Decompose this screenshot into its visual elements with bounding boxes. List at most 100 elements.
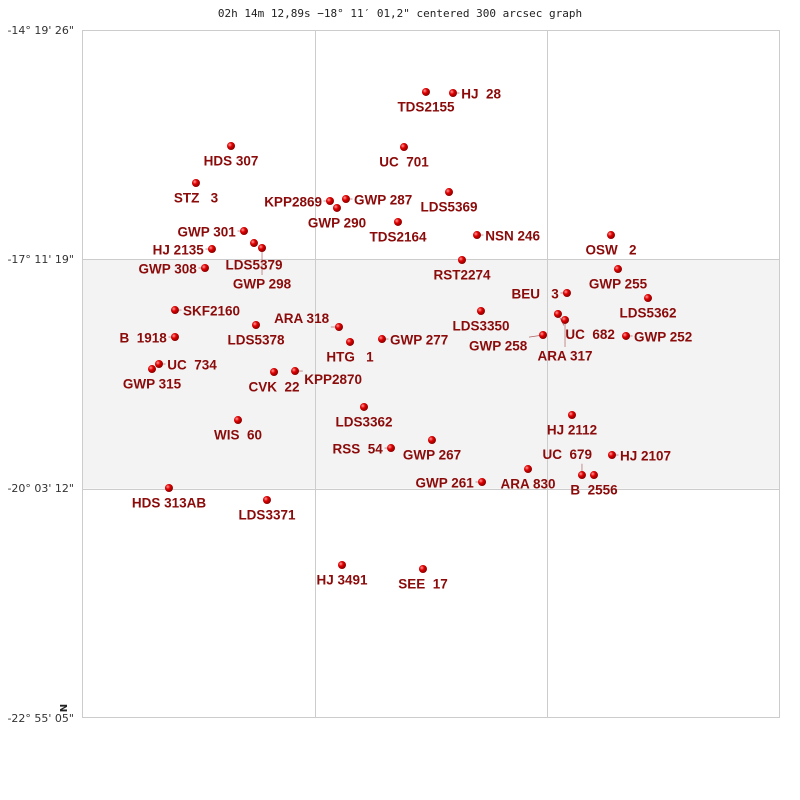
star-label: LDS5369 xyxy=(420,200,477,215)
star-label: GWP 252 xyxy=(634,329,692,344)
star-point xyxy=(427,436,436,445)
star-point xyxy=(622,331,631,340)
star-label: LDS5378 xyxy=(227,333,285,348)
star-label: HJ 3491 xyxy=(316,573,368,588)
star-point xyxy=(154,359,163,368)
star-point xyxy=(577,471,586,480)
star-point xyxy=(478,477,487,486)
star-label: GWP 301 xyxy=(177,225,236,240)
star-label: GWP 261 xyxy=(415,475,474,490)
star-point xyxy=(613,265,622,274)
star-point xyxy=(346,337,355,346)
star-point xyxy=(562,288,571,297)
star-label: LDS3362 xyxy=(335,414,392,429)
star-label: STZ 3 xyxy=(174,190,219,205)
star-label: ARA 318 xyxy=(274,311,330,326)
star-label: GWP 287 xyxy=(354,193,412,208)
star-point xyxy=(291,367,300,376)
star-label: WIS 60 xyxy=(214,428,262,443)
star-point xyxy=(270,367,279,376)
star-point xyxy=(393,217,402,226)
star-point xyxy=(378,335,387,344)
star-point xyxy=(399,143,408,152)
star-label: GWP 298 xyxy=(233,276,292,291)
star-label: HJ 2135 xyxy=(153,243,205,258)
star-label: KPP2869 xyxy=(264,195,322,210)
star-label: GWP 315 xyxy=(123,377,182,392)
star-point xyxy=(249,239,258,248)
star-label: HJ 2107 xyxy=(620,449,671,464)
star-point xyxy=(476,306,485,315)
star-label: ARA 830 xyxy=(501,477,556,492)
star-point xyxy=(387,444,396,453)
star-label: TDS2155 xyxy=(397,99,455,114)
star-label: LDS5362 xyxy=(619,306,676,321)
y-tick-label: -20° 03' 12" xyxy=(7,482,74,495)
shaded-band xyxy=(83,259,779,489)
star-label: GWP 267 xyxy=(403,448,461,463)
star-point xyxy=(240,227,249,236)
star-point xyxy=(607,231,616,240)
star-point xyxy=(359,402,368,411)
star-label: GWP 255 xyxy=(589,277,648,292)
star-label: RSS 54 xyxy=(332,442,383,457)
star-point xyxy=(170,306,179,315)
star-label: B 1918 xyxy=(119,331,167,346)
star-point xyxy=(341,195,350,204)
star-label: LDS5379 xyxy=(225,258,282,273)
star-label: HJ 2112 xyxy=(547,422,597,437)
star-point xyxy=(445,188,454,197)
star-point xyxy=(170,333,179,342)
star-point xyxy=(589,471,598,480)
star-point xyxy=(421,87,430,96)
y-tick-label: -17° 11' 19" xyxy=(7,253,74,266)
star-label: RST2274 xyxy=(433,268,491,283)
star-label: LDS3371 xyxy=(238,508,296,523)
star-point xyxy=(561,315,570,324)
star-point xyxy=(332,203,341,212)
star-point xyxy=(539,331,548,340)
star-label: GWP 258 xyxy=(469,339,528,354)
star-point xyxy=(200,264,209,273)
star-label: HDS 313AB xyxy=(132,495,207,510)
star-label: UC 682 xyxy=(565,327,615,342)
north-indicator: N xyxy=(57,704,68,712)
star-point xyxy=(258,243,267,252)
star-point xyxy=(418,565,427,574)
star-label: NSN 246 xyxy=(485,229,540,244)
star-label: TDS2164 xyxy=(369,229,427,244)
star-point xyxy=(227,142,236,151)
star-label: BEU 3 xyxy=(511,286,559,301)
star-label: OSW 2 xyxy=(586,243,637,258)
star-label: B 2556 xyxy=(570,483,618,498)
star-label: UC 734 xyxy=(167,357,217,372)
star-label: HJ 28 xyxy=(461,87,501,102)
star-label: HTG 1 xyxy=(326,349,374,364)
star-point xyxy=(335,323,344,332)
star-point xyxy=(207,245,216,254)
star-point xyxy=(567,410,576,419)
star-label: SEE 17 xyxy=(398,577,448,592)
star-label: UC 679 xyxy=(542,447,592,462)
star-label: ARA 317 xyxy=(538,348,593,363)
star-label: SKF2160 xyxy=(183,304,240,319)
star-point xyxy=(338,561,347,570)
star-point xyxy=(472,231,481,240)
star-label: HDS 307 xyxy=(204,154,259,169)
star-label: GWP 290 xyxy=(308,215,366,230)
star-point xyxy=(457,256,466,265)
star-point xyxy=(325,197,334,206)
star-point xyxy=(644,294,653,303)
star-point xyxy=(148,365,157,374)
chart-title: 02h 14m 12,89s −18° 11′ 01,2" centered 3… xyxy=(218,7,582,20)
star-point xyxy=(524,465,533,474)
star-label: GWP 308 xyxy=(138,262,197,277)
y-tick-label: -14° 19' 26" xyxy=(7,24,74,37)
star-point xyxy=(252,321,261,330)
star-point xyxy=(553,309,562,318)
star-label: CVK 22 xyxy=(249,379,300,394)
star-point xyxy=(164,483,173,492)
star-label: LDS3350 xyxy=(452,318,509,333)
star-point xyxy=(262,496,271,505)
